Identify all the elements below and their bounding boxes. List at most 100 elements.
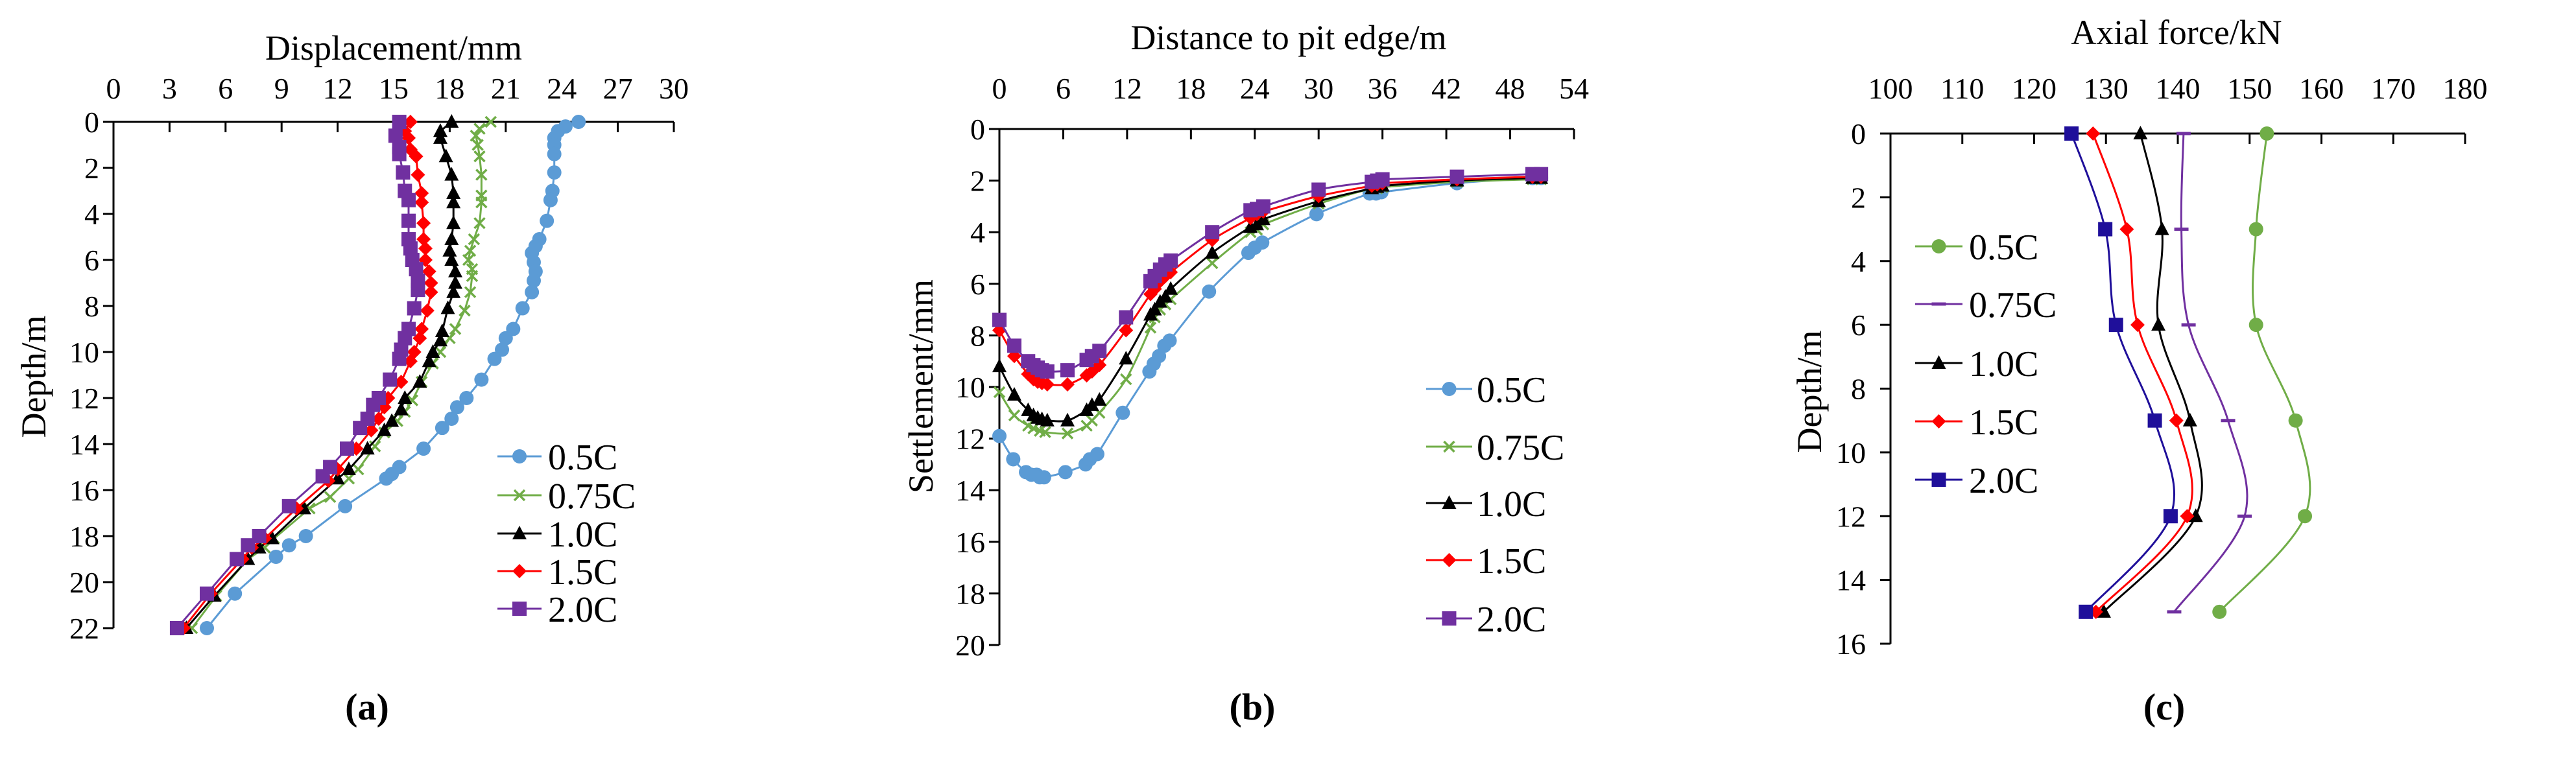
x-tick-label: 48	[1496, 72, 1525, 105]
legend-marker	[1931, 414, 1946, 428]
data-point	[392, 351, 407, 366]
data-point	[1060, 363, 1075, 378]
data-point	[1256, 199, 1270, 214]
legend-item: 0.5C	[1915, 228, 2038, 268]
data-point	[464, 286, 477, 298]
data-point	[1119, 323, 1134, 338]
data-point	[2180, 509, 2195, 524]
y-tick-label: 10	[955, 371, 985, 404]
data-point	[423, 285, 438, 299]
x-tick-label: 0	[106, 72, 121, 105]
data-point	[1309, 207, 1324, 222]
data-point	[383, 372, 398, 387]
series-line	[2219, 133, 2311, 613]
data-point	[1119, 310, 1134, 325]
x-tick-label: 3	[162, 72, 177, 105]
data-point	[401, 193, 416, 207]
legend-item: 2.0C	[497, 590, 617, 630]
legend-marker	[512, 526, 527, 539]
panel-a-displacement-chart: (a) 0 3 6 9 12 15 18 21 24 27 30024681012141618202…	[14, 29, 689, 728]
data-point	[992, 312, 1007, 327]
panel-label-b: (b)	[1230, 686, 1276, 728]
series-2-0C	[992, 167, 1549, 379]
data-point	[2163, 509, 2178, 524]
data-point	[444, 114, 459, 128]
data-point	[440, 300, 455, 314]
legend-item: 0.5C	[497, 438, 617, 478]
x-tick-label: 15	[379, 72, 409, 105]
data-point	[2188, 508, 2203, 522]
series-0-5C	[2212, 126, 2313, 619]
data-point	[2182, 412, 2197, 427]
data-point	[371, 411, 386, 426]
data-point	[446, 194, 461, 209]
x-tick-label: 30	[659, 72, 689, 105]
data-point	[473, 217, 486, 229]
data-point	[1040, 364, 1055, 379]
series-1-5C	[2086, 126, 2195, 619]
legend-label: 1.0C	[548, 515, 617, 555]
y-tick-label: 12	[69, 382, 99, 415]
data-point	[1375, 172, 1390, 187]
data-point	[448, 275, 463, 289]
data-point	[1090, 447, 1104, 462]
y-tick-label: 6	[1851, 309, 1866, 342]
panel-label-c: (c)	[2143, 686, 2185, 728]
x-tick-label: 12	[1112, 72, 1142, 105]
legend-label: 0.75C	[548, 476, 636, 517]
data-point	[409, 149, 423, 164]
data-point	[414, 186, 429, 201]
data-point	[1058, 465, 1073, 480]
data-point	[498, 331, 513, 346]
data-point	[2079, 604, 2093, 619]
y-axis-title: Settlement/mm	[901, 279, 940, 493]
data-point	[992, 428, 1007, 443]
legend-label: 0.75C	[1969, 285, 2057, 325]
y-tick-label: 6	[84, 244, 99, 277]
data-point	[1060, 412, 1075, 427]
data-point	[444, 231, 459, 246]
data-point	[1147, 301, 1162, 316]
data-point	[230, 552, 244, 567]
data-point	[2130, 318, 2145, 333]
data-point	[2098, 222, 2113, 237]
y-tick-label: 16	[69, 474, 99, 507]
data-point	[379, 471, 394, 486]
x-tick-label: 18	[435, 72, 464, 105]
data-point	[459, 304, 471, 317]
y-tick-label: 14	[955, 474, 985, 507]
legend-marker	[1442, 495, 1457, 509]
data-point	[252, 529, 267, 543]
legend-item: 1.5C	[497, 552, 617, 592]
data-point	[340, 441, 354, 456]
data-point	[422, 353, 436, 368]
y-tick-label: 8	[1851, 373, 1866, 406]
legend-item: 2.0C	[1915, 461, 2038, 501]
data-point	[423, 276, 438, 290]
series-line	[176, 121, 419, 629]
data-point	[525, 285, 540, 299]
legend-item: 1.5C	[1915, 403, 2038, 443]
data-point	[414, 195, 429, 210]
x-tick-label: 170	[2371, 72, 2416, 105]
data-point	[515, 301, 530, 316]
data-point	[2151, 317, 2166, 331]
data-point	[398, 390, 412, 404]
legend-label: 0.5C	[548, 438, 617, 478]
data-point	[411, 283, 425, 298]
series-0-5C	[200, 115, 586, 635]
y-tick-label: 22	[69, 612, 99, 645]
legend-label: 1.0C	[1969, 344, 2038, 384]
data-point	[398, 331, 412, 346]
data-point	[444, 252, 459, 266]
data-point	[1163, 253, 1178, 268]
data-point	[468, 233, 481, 246]
data-point	[420, 303, 435, 318]
data-point	[353, 421, 368, 436]
data-point	[1205, 225, 1220, 240]
data-point	[407, 301, 422, 316]
legend-marker	[512, 564, 527, 578]
data-point	[438, 148, 453, 163]
data-point	[422, 264, 436, 279]
legend-marker	[1931, 239, 1946, 253]
